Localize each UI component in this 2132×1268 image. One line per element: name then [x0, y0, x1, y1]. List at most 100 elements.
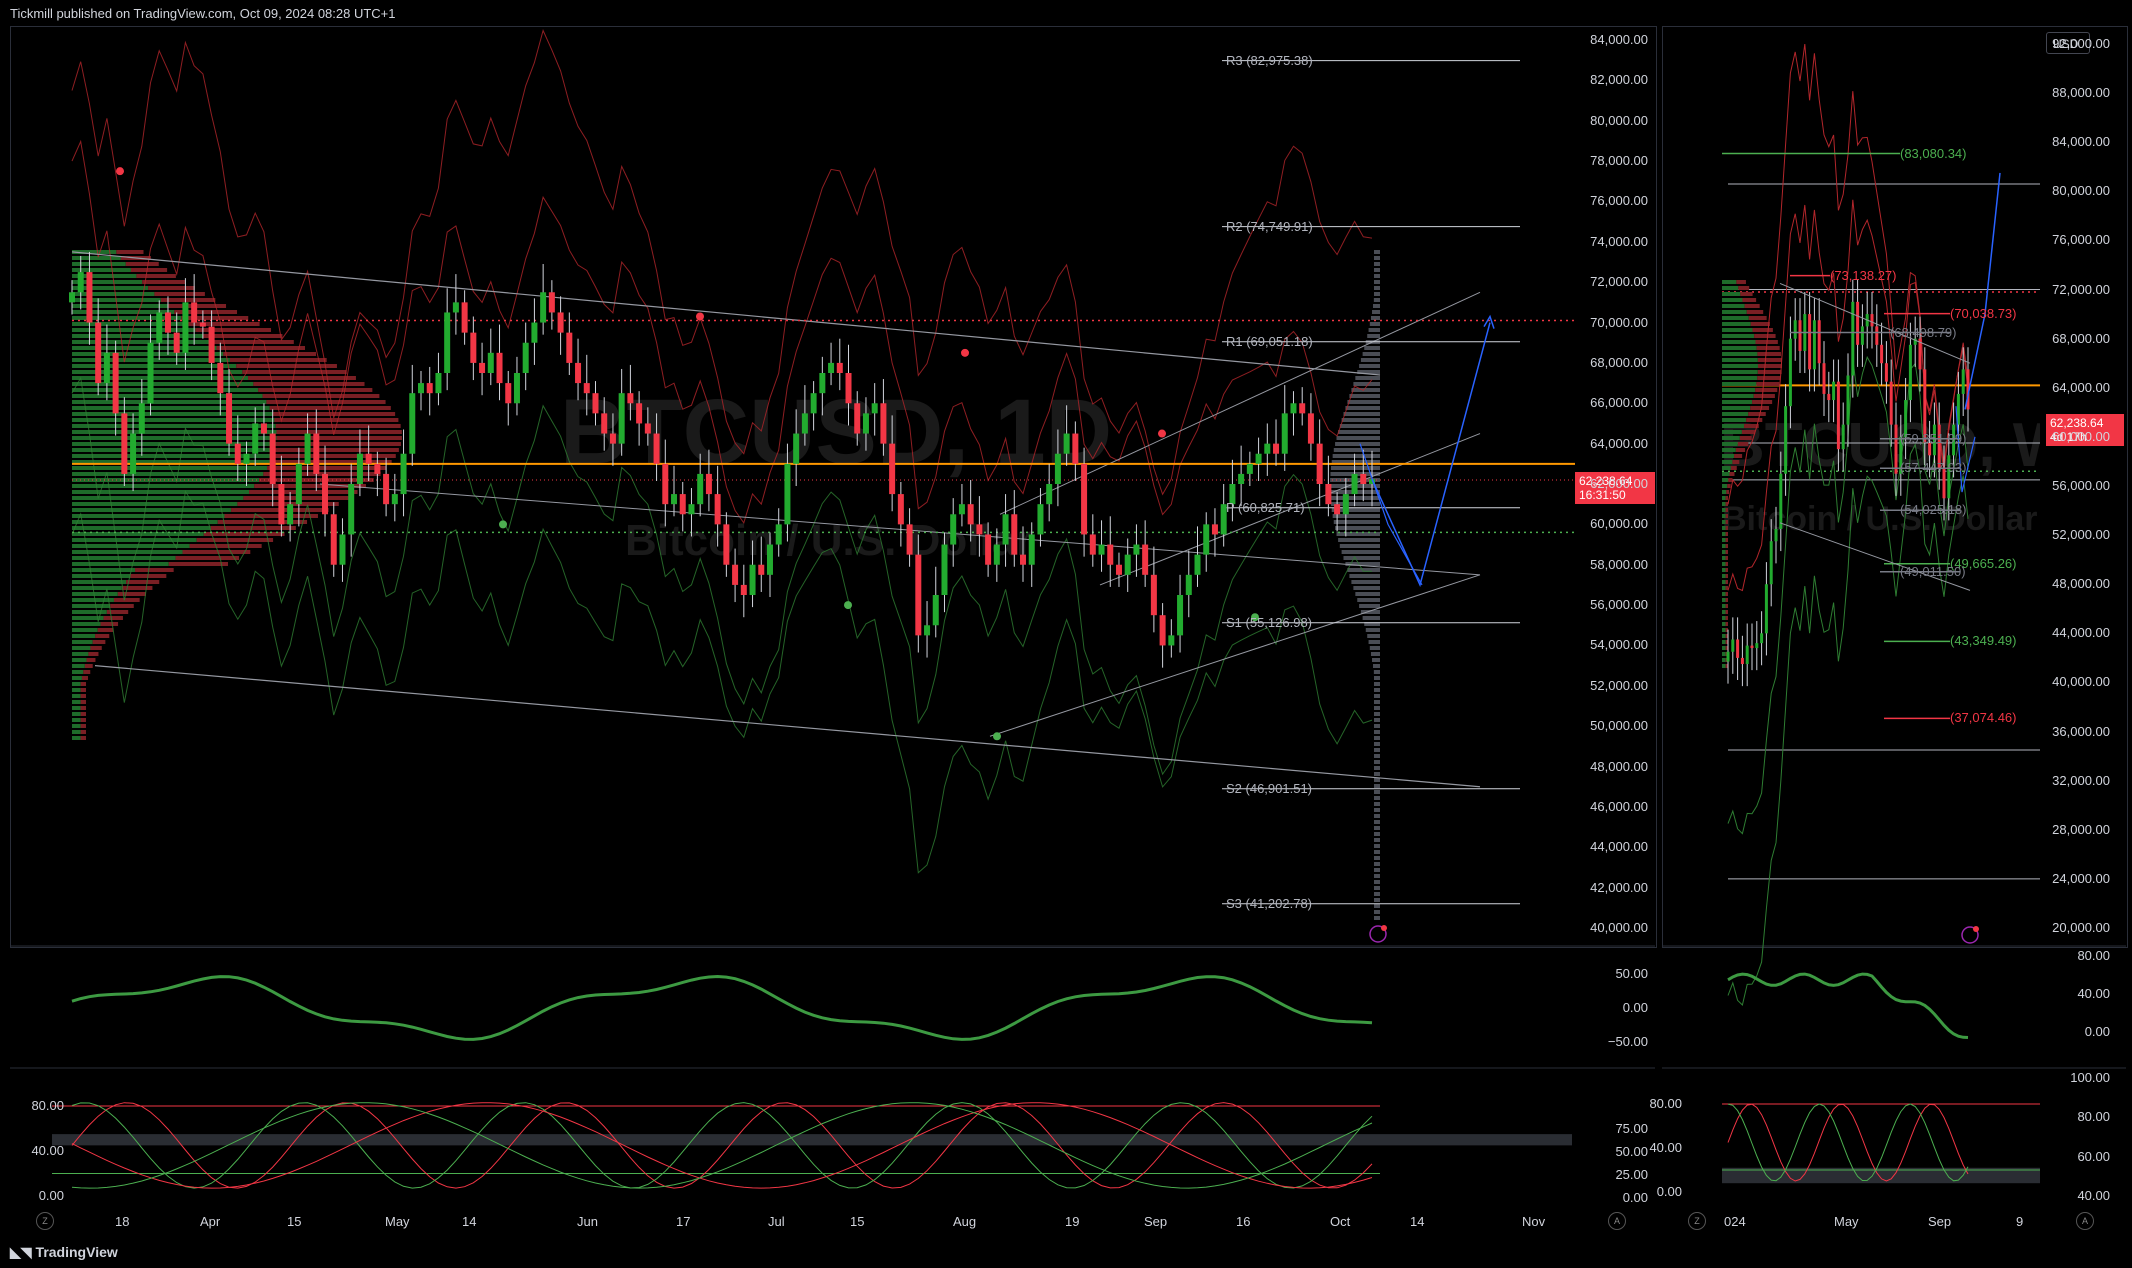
weekly-volume-profile-green-bar [1722, 568, 1726, 572]
volume-profile-red-bar [80, 688, 86, 692]
weekly-osc1-axis-label: 0.00 [2084, 1024, 2110, 1039]
daily-price-axis-label: 66,000.00 [1590, 395, 1648, 411]
weekly-axis-toggle-button[interactable]: Z [1688, 1212, 1706, 1230]
weekly-price-axis-label: 48,000.00 [2052, 576, 2110, 592]
right-volume-profile-bar [1372, 658, 1380, 662]
weekly-volume-profile-green-bar [1722, 610, 1726, 614]
weekly-candle-body [1769, 541, 1773, 585]
volume-profile-red-bar [130, 574, 167, 578]
tradingview-logo[interactable]: ◣◥ TradingView [10, 1244, 118, 1261]
volume-profile-red-bar [258, 388, 373, 392]
weekly-volume-profile-green-bar [1722, 514, 1726, 518]
daily-candle-body [714, 494, 721, 525]
daily-candle-body [784, 463, 791, 525]
daily-x-axis-label: Aug [953, 1214, 977, 1229]
daily-candle-body [758, 564, 765, 575]
daily-candle-body [941, 544, 948, 595]
right-volume-profile-bar [1374, 262, 1380, 266]
weekly-candle-body [1832, 381, 1836, 401]
daily-price-axis-label: 74,000.00 [1590, 233, 1648, 249]
right-volume-profile-bar [1374, 748, 1380, 752]
daily-candle-body [1229, 484, 1236, 505]
volume-profile-green-bar [72, 268, 131, 272]
volume-profile-red-bar [80, 712, 86, 716]
volume-profile-red-bar [125, 262, 159, 266]
volume-profile-green-bar [72, 274, 137, 278]
daily-candle-body [609, 433, 616, 444]
volume-profile-green-bar [72, 490, 250, 494]
daily-osc2-line [71, 1102, 1373, 1189]
volume-profile-green-bar [72, 574, 131, 578]
right-volume-profile-bar [1374, 286, 1380, 290]
weekly-osc2-right-axis-label: 100.00 [2070, 1070, 2110, 1085]
weekly-volume-profile-red-bar [1727, 484, 1731, 488]
volume-profile-red-bar [80, 682, 87, 686]
weekly-price-axis-label: 68,000.00 [2052, 330, 2110, 346]
daily-candle-body [950, 514, 957, 545]
rising-support-line [989, 574, 1481, 737]
daily-candle-body [322, 473, 329, 515]
right-volume-profile-bar [1347, 568, 1380, 572]
axis-toggle-button[interactable]: Z [36, 1212, 54, 1230]
daily-price-axis-label: 56,000.00 [1590, 597, 1648, 613]
weekly-volume-profile-green-bar [1722, 322, 1751, 326]
weekly-candle-body [1745, 645, 1749, 665]
daily-candle-body [897, 494, 904, 525]
weekly-volume-profile-green-bar [1722, 526, 1726, 530]
volume-profile-green-bar [72, 382, 254, 386]
volume-profile-red-bar [95, 634, 110, 638]
volume-profile-green-bar [72, 676, 82, 680]
right-volume-profile-bar [1355, 592, 1380, 596]
daily-candle-body [1150, 574, 1157, 616]
daily-osc2-right-axis-label: 0.00 [1622, 1190, 1648, 1205]
volume-profile-red-bar [263, 472, 381, 476]
volume-profile-red-bar [80, 718, 86, 722]
right-volume-profile-bar [1372, 304, 1380, 308]
weekly-volume-profile-red-bar [1728, 478, 1733, 482]
weekly-candle-body [1884, 363, 1888, 382]
volume-profile-green-bar [72, 694, 81, 698]
weekly-volume-profile-red-bar [1725, 508, 1728, 512]
daily-candle-body [845, 373, 852, 404]
weekly-volume-profile-green-bar [1722, 442, 1738, 446]
daily-candle-body [522, 342, 529, 373]
right-volume-profile-bar [1374, 268, 1380, 272]
daily-candle-body [740, 584, 747, 595]
volume-profile-red-bar [174, 310, 238, 314]
pivot-label: S3 (41,202.78) [1226, 895, 1313, 911]
weekly-volume-profile-green-bar [1722, 304, 1745, 308]
volume-profile-green-bar [72, 334, 203, 338]
right-volume-profile-bar [1368, 640, 1380, 644]
tv-brand: TradingView [35, 1244, 118, 1260]
right-volume-profile-bar [1374, 856, 1380, 860]
daily-candle-body [130, 433, 137, 474]
right-volume-profile-bar [1374, 796, 1380, 800]
axis-toggle-button[interactable]: A [1608, 1212, 1626, 1230]
daily-x-axis-label: Jul [768, 1214, 785, 1229]
weekly-volume-profile-red-bar [1744, 304, 1760, 308]
daily-candle-body [1054, 453, 1061, 484]
right-volume-profile-bar [1357, 370, 1380, 374]
right-volume-profile-bar [1373, 670, 1380, 674]
daily-candle-body [1115, 564, 1122, 575]
weekly-candle-body [1870, 314, 1874, 327]
forecast-projection-path [1371, 322, 1491, 588]
right-volume-profile-bar [1374, 730, 1380, 734]
volume-profile-red-bar [275, 442, 401, 446]
daily-x-axis-label: 19 [1065, 1214, 1080, 1229]
weekly-axis-toggle-button[interactable]: A [2076, 1212, 2094, 1230]
daily-candle-body [1369, 479, 1375, 484]
weekly-osc2-right-axis-label: 60.00 [2077, 1148, 2110, 1164]
volume-profile-red-bar [274, 448, 399, 452]
right-volume-profile-bar [1349, 394, 1380, 398]
daily-candle-body [679, 494, 686, 515]
volume-profile-green-bar [72, 712, 81, 716]
daily-candle-body [173, 332, 180, 353]
currency-button[interactable]: USD [2046, 32, 2090, 54]
daily-candle-body [234, 443, 241, 464]
weekly-volume-profile-green-bar [1722, 652, 1726, 656]
right-volume-profile-bar [1374, 292, 1380, 296]
daily-candle-body [356, 453, 363, 484]
weekly-osc2-line [1727, 1103, 1969, 1182]
